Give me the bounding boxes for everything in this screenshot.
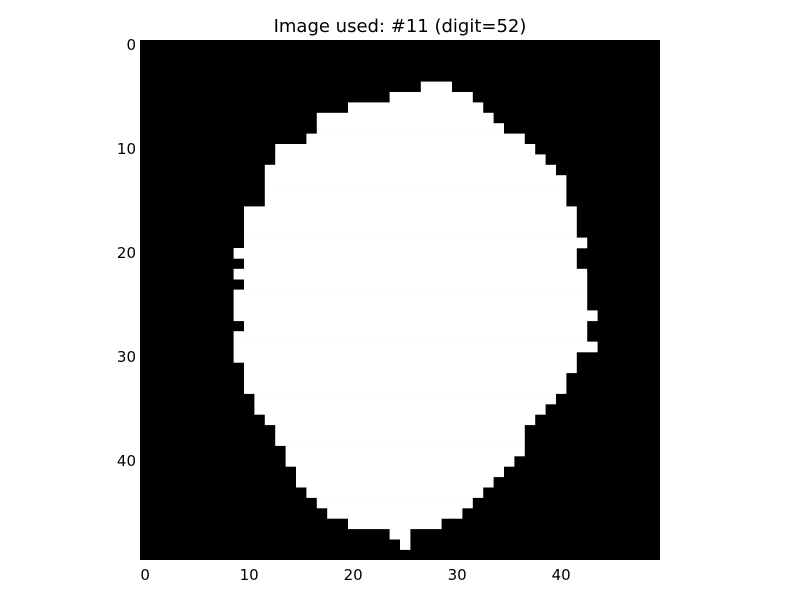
mask-row <box>254 404 546 415</box>
mask-row <box>233 289 588 301</box>
mask-row <box>275 435 525 446</box>
mask-row <box>233 300 588 311</box>
chart-title: Image used: #11 (digit=52) <box>274 16 527 37</box>
mask-row <box>233 341 598 353</box>
y-tick-label: 20 <box>117 244 136 262</box>
mask-row <box>285 456 515 467</box>
mask-row <box>420 81 452 93</box>
y-tick-label: 40 <box>117 452 136 470</box>
mask-row <box>316 112 494 124</box>
x-tick-label: 20 <box>344 566 363 584</box>
mask-row <box>264 164 556 176</box>
mask-row <box>244 216 577 228</box>
mask-row <box>244 362 577 374</box>
mask-row <box>264 185 567 197</box>
x-axis: 0 10 20 30 40 <box>140 566 570 584</box>
mask-row <box>233 248 577 259</box>
plot-area <box>140 40 660 560</box>
x-tick-label: 30 <box>448 566 467 584</box>
mask-row <box>296 476 494 488</box>
x-tick-label: 0 <box>140 566 150 584</box>
mask-row <box>316 123 504 134</box>
mask-row <box>244 258 577 270</box>
mask-row <box>233 310 598 322</box>
mask-row <box>244 320 588 332</box>
mask-row <box>244 206 577 218</box>
mask-row <box>244 279 588 290</box>
mask-row <box>348 518 442 530</box>
mask-row <box>400 539 411 550</box>
mask-row <box>244 237 588 249</box>
mask-row <box>348 102 484 114</box>
y-tick-label: 0 <box>126 36 136 54</box>
y-tick-label: 30 <box>117 348 136 366</box>
mask-row <box>306 133 525 145</box>
mask-row <box>244 383 567 394</box>
mask-row <box>264 414 536 426</box>
y-axis: 0 10 20 30 40 <box>117 36 136 470</box>
mask-row <box>389 528 411 540</box>
mask-row <box>275 154 546 166</box>
x-tick-label: 10 <box>240 566 259 584</box>
mask-row <box>233 352 577 363</box>
mask-row <box>275 144 536 155</box>
mask-row <box>296 466 504 478</box>
y-tick-label: 10 <box>117 140 136 158</box>
mask-row <box>254 393 556 405</box>
mask-row <box>285 445 525 457</box>
mask-row <box>316 497 473 509</box>
mask-row <box>233 331 588 342</box>
mask-row <box>264 175 567 186</box>
mask-row <box>244 227 577 238</box>
x-tick-label: 40 <box>552 566 571 584</box>
mask-row <box>264 196 567 207</box>
mask-row <box>275 424 525 436</box>
mask-row <box>389 92 473 103</box>
mask-row <box>244 372 567 384</box>
mask-row <box>306 487 484 498</box>
mask-row <box>233 268 588 280</box>
mask-row <box>327 508 463 519</box>
